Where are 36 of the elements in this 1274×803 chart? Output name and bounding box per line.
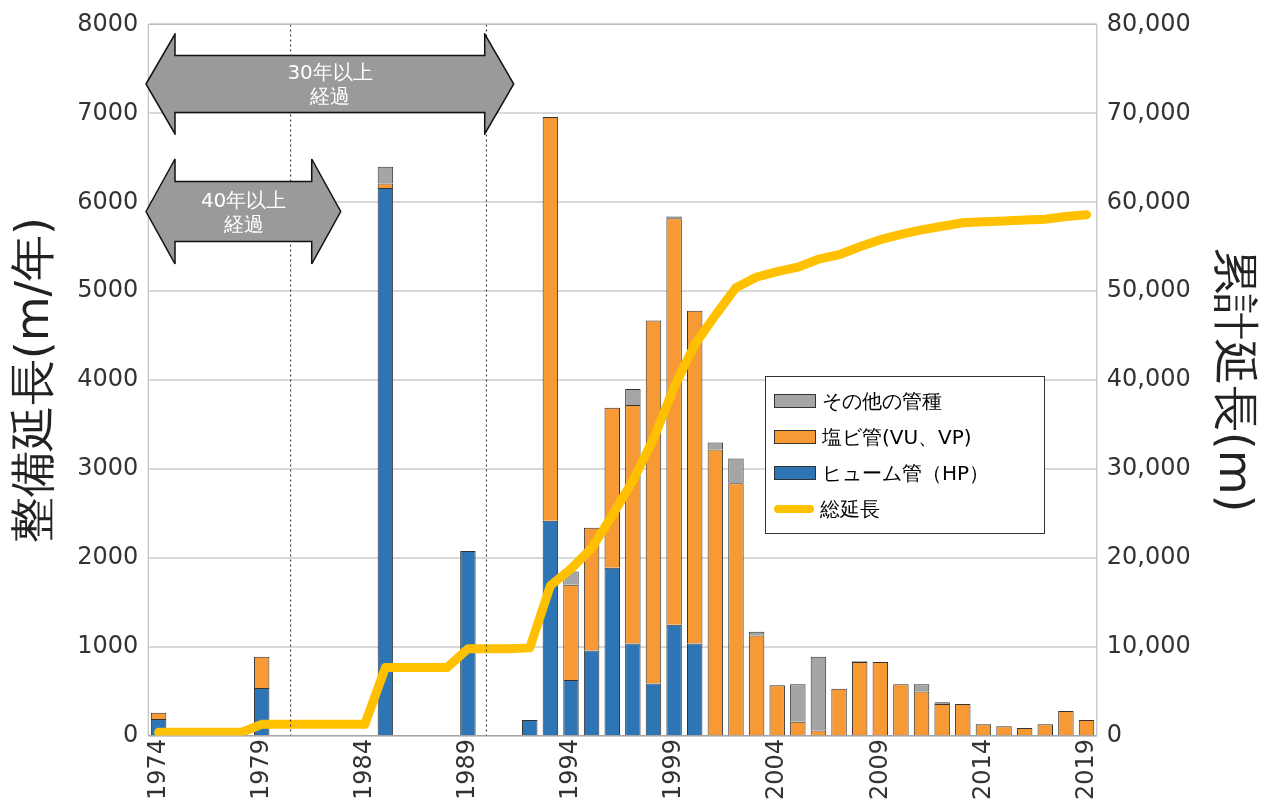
x-tick-label: 2014: [967, 738, 996, 800]
legend-label: その他の管種: [822, 387, 942, 415]
y2-tick-label: 50,000: [1106, 275, 1191, 304]
y2-tick-label: 30,000: [1106, 453, 1191, 482]
y2-tick-label: 40,000: [1106, 364, 1191, 393]
y2-tick-label: 60,000: [1106, 186, 1191, 215]
x-tick-label: 2009: [864, 738, 893, 800]
legend-label: 総延長: [820, 495, 880, 523]
y2-tick-label: 0: [1106, 720, 1123, 749]
y-tick-label: 8000: [77, 8, 139, 37]
y-tick-label: 4000: [77, 364, 139, 393]
x-tick-label: 1974: [142, 738, 171, 800]
y-tick-label: 0: [123, 720, 139, 749]
y-tick-label: 2000: [77, 542, 139, 571]
y-tick-label: 1000: [77, 631, 139, 660]
x-tick-label: 1979: [245, 738, 274, 800]
x-tick-label: 1984: [349, 738, 378, 800]
x-tick-label: 1989: [452, 738, 481, 800]
annotation: 40年以上経過: [199, 187, 288, 236]
x-tick-label: 1994: [555, 738, 584, 800]
y-axis-title: 整備延長(m/年): [4, 217, 59, 544]
annotation: 30年以上経過: [286, 60, 374, 108]
y2-tick-label: 80,000: [1106, 8, 1191, 37]
x-tick-label: 1999: [658, 738, 687, 800]
y-tick-label: 5000: [77, 275, 139, 304]
y2-axis-title: 累計延長(m): [1209, 247, 1264, 513]
legend-label: 塩ビ管(VU、VP): [822, 423, 972, 451]
legend-label: ヒューム管（HP）: [822, 459, 990, 487]
x-tick-label: 2019: [1070, 738, 1099, 800]
y-tick-label: 6000: [77, 186, 139, 215]
y2-tick-label: 70,000: [1106, 97, 1191, 126]
y2-tick-label: 20,000: [1106, 542, 1191, 571]
y-tick-label: 7000: [77, 97, 139, 126]
x-tick-label: 2004: [761, 738, 790, 800]
y-tick-label: 3000: [77, 453, 139, 482]
y2-tick-label: 10,000: [1106, 631, 1191, 660]
